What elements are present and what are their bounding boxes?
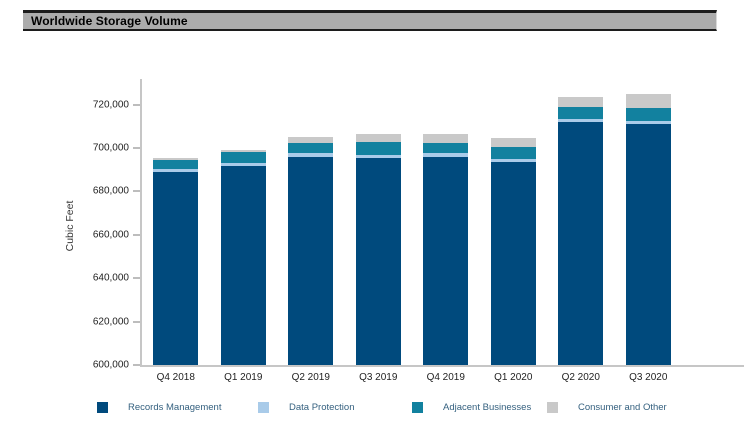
legend-item-adjacent-businesses: Adjacent Businesses	[412, 402, 531, 413]
bar-band	[142, 79, 210, 365]
y-tick-mark	[133, 320, 140, 323]
stacked-bar-q2-2019	[288, 137, 334, 365]
x-tick-label: Q1 2020	[494, 372, 533, 383]
legend-label: Consumer and Other	[578, 402, 667, 413]
y-tick-mark	[133, 364, 140, 366]
segment-records-management	[490, 162, 536, 365]
stacked-bar-q1-2020	[490, 138, 536, 365]
segment-records-management	[153, 171, 199, 365]
segment-records-management	[558, 121, 604, 365]
segment-adjacent-businesses	[490, 146, 536, 159]
stacked-bar-q4-2018	[153, 157, 199, 365]
segment-consumer-and-other	[625, 93, 671, 108]
bar-band	[615, 79, 683, 365]
segment-data-protection	[220, 163, 266, 167]
x-tick-label: Q2 2019	[291, 372, 330, 383]
segment-adjacent-businesses	[220, 152, 266, 164]
y-tick-label: 640,000	[92, 272, 129, 284]
segment-consumer-and-other	[558, 97, 604, 107]
plot-area	[140, 79, 744, 367]
y-tick-mark	[133, 277, 140, 280]
y-tick-label: 700,000	[92, 142, 129, 154]
segment-consumer-and-other	[220, 150, 266, 153]
legend-swatch-icon	[97, 402, 108, 413]
bar-band	[480, 79, 548, 365]
x-tick-label: Q2 2020	[561, 372, 600, 383]
legend-label: Data Protection	[289, 402, 355, 413]
legend-swatch-icon	[412, 402, 423, 413]
y-tick-label: 660,000	[92, 229, 129, 241]
x-tick-label: Q1 2019	[224, 372, 263, 383]
y-tick-mark	[133, 233, 140, 236]
y-tick-label: 720,000	[92, 99, 129, 111]
segment-consumer-and-other	[355, 133, 401, 142]
bar-band	[547, 79, 615, 365]
segment-records-management	[423, 156, 469, 365]
segment-adjacent-businesses	[288, 142, 334, 154]
x-tick-label: Q3 2019	[359, 372, 398, 383]
y-axis-title: Cubic Feet	[64, 200, 76, 252]
segment-records-management	[288, 156, 334, 365]
bars-container	[142, 79, 682, 365]
bar-band	[277, 79, 345, 365]
stacked-bar-q4-2019	[423, 133, 469, 365]
y-tick-mark	[133, 190, 140, 193]
segment-records-management	[625, 124, 671, 365]
segment-data-protection	[558, 118, 604, 122]
segment-consumer-and-other	[490, 138, 536, 147]
legend-swatch-icon	[547, 402, 558, 413]
x-tick-label: Q4 2018	[156, 372, 195, 383]
segment-consumer-and-other	[288, 137, 334, 143]
segment-adjacent-businesses	[558, 106, 604, 119]
bar-band	[345, 79, 413, 365]
segment-consumer-and-other	[423, 133, 469, 143]
segment-records-management	[220, 166, 266, 365]
stacked-bar-q2-2020	[558, 97, 604, 365]
legend-swatch-icon	[258, 402, 269, 413]
segment-adjacent-businesses	[355, 141, 401, 155]
section-title-bar: Worldwide Storage Volume	[23, 10, 717, 31]
segment-data-protection	[423, 153, 469, 157]
segment-adjacent-businesses	[423, 142, 469, 154]
segment-records-management	[355, 157, 401, 365]
segment-adjacent-businesses	[625, 107, 671, 121]
segment-adjacent-businesses	[153, 159, 199, 169]
bar-band	[412, 79, 480, 365]
section-title: Worldwide Storage Volume	[31, 14, 188, 28]
y-tick-mark	[133, 147, 140, 149]
y-tick-label: 620,000	[92, 316, 129, 328]
segment-data-protection	[288, 153, 334, 157]
segment-data-protection	[625, 120, 671, 125]
y-tick-label: 680,000	[92, 185, 129, 197]
stacked-bar-q3-2020	[625, 93, 671, 365]
legend-item-consumer-and-other: Consumer and Other	[547, 402, 667, 413]
bar-band	[210, 79, 278, 365]
x-tick-label: Q3 2020	[629, 372, 668, 383]
legend-item-data-protection: Data Protection	[258, 402, 354, 413]
segment-data-protection	[490, 158, 536, 163]
legend-label: Adjacent Businesses	[443, 402, 532, 413]
legend-label: Records Management	[128, 402, 222, 413]
segment-consumer-and-other	[153, 157, 199, 160]
legend-item-records-management: Records Management	[97, 402, 221, 413]
stacked-bar-q1-2019	[220, 150, 266, 365]
stacked-bar-q3-2019	[355, 133, 401, 365]
x-tick-label: Q4 2019	[426, 372, 465, 383]
y-tick-label: 600,000	[92, 359, 129, 371]
segment-data-protection	[355, 154, 401, 158]
segment-data-protection	[153, 168, 199, 172]
y-tick-mark	[133, 103, 140, 106]
